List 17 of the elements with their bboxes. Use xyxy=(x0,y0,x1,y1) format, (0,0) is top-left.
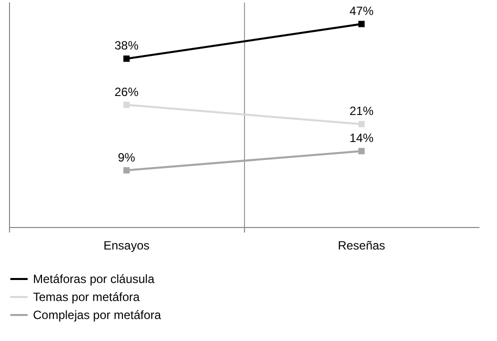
point xyxy=(123,167,130,174)
data-label: 26% xyxy=(114,84,139,99)
data-label: 38% xyxy=(114,38,139,53)
data-label: 21% xyxy=(349,104,374,118)
point xyxy=(358,20,365,28)
point xyxy=(358,148,365,154)
legend-label: Temas por metáfora xyxy=(33,290,140,304)
x-tick-label: Reseñas xyxy=(338,238,386,252)
legend-label: Complejas por metáfora xyxy=(33,308,162,322)
point xyxy=(358,120,365,128)
x-tick-label: Ensayos xyxy=(103,238,150,252)
data-label: 14% xyxy=(349,131,374,146)
legend-label: Metáforas por cláusula xyxy=(33,272,155,286)
data-label: 9% xyxy=(118,150,136,164)
point xyxy=(123,102,130,108)
data-label: 47% xyxy=(349,4,374,18)
point xyxy=(123,56,130,62)
